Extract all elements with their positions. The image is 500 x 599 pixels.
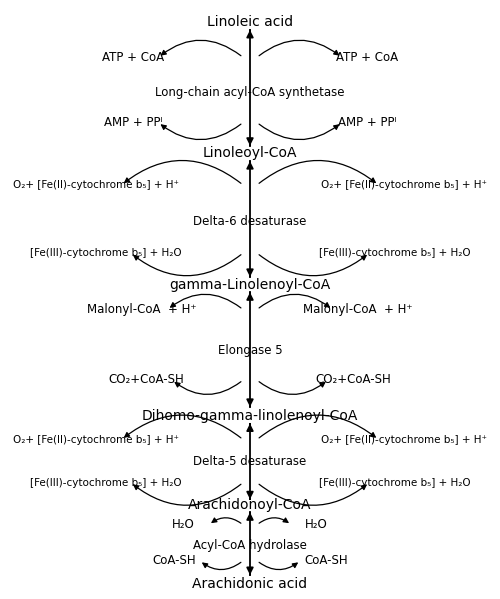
Text: H₂O: H₂O bbox=[305, 518, 328, 531]
Text: Arachidonic acid: Arachidonic acid bbox=[192, 577, 308, 591]
Text: Long-chain acyl-CoA synthetase: Long-chain acyl-CoA synthetase bbox=[156, 86, 345, 98]
Text: ATP + CoA: ATP + CoA bbox=[102, 51, 164, 64]
Text: O₂+ [Fe(II)-cytochrome b₅] + H⁺: O₂+ [Fe(II)-cytochrome b₅] + H⁺ bbox=[13, 180, 179, 190]
Text: Delta-5 desaturase: Delta-5 desaturase bbox=[194, 455, 306, 468]
Text: CO₂+CoA-SH: CO₂+CoA-SH bbox=[316, 374, 391, 386]
Text: O₂+ [Fe(II)-cytochrome b₅] + H⁺: O₂+ [Fe(II)-cytochrome b₅] + H⁺ bbox=[13, 435, 179, 444]
Text: CoA-SH: CoA-SH bbox=[152, 554, 196, 567]
Text: ATP + CoA: ATP + CoA bbox=[336, 51, 398, 64]
Text: Linoleic acid: Linoleic acid bbox=[207, 15, 293, 29]
Text: [Fe(III)-cytochrome b₅] + H₂O: [Fe(III)-cytochrome b₅] + H₂O bbox=[319, 477, 470, 488]
Text: Malonyl-CoA  + H⁺: Malonyl-CoA + H⁺ bbox=[88, 303, 197, 316]
Text: Delta-6 desaturase: Delta-6 desaturase bbox=[194, 216, 306, 228]
Text: Arachidonoyl-CoA: Arachidonoyl-CoA bbox=[188, 498, 312, 512]
Text: [Fe(III)-cytochrome b₅] + H₂O: [Fe(III)-cytochrome b₅] + H₂O bbox=[30, 248, 181, 258]
Text: [Fe(III)-cytochrome b₅] + H₂O: [Fe(III)-cytochrome b₅] + H₂O bbox=[319, 248, 470, 258]
Text: AMP + PPᴵ: AMP + PPᴵ bbox=[104, 116, 162, 129]
Text: [Fe(III)-cytochrome b₅] + H₂O: [Fe(III)-cytochrome b₅] + H₂O bbox=[30, 477, 181, 488]
Text: CoA-SH: CoA-SH bbox=[304, 554, 348, 567]
Text: O₂+ [Fe(II)-cytochrome b₅] + H⁺: O₂+ [Fe(II)-cytochrome b₅] + H⁺ bbox=[321, 180, 487, 190]
Text: Elongase 5: Elongase 5 bbox=[218, 344, 282, 356]
Text: CO₂+CoA-SH: CO₂+CoA-SH bbox=[109, 374, 184, 386]
Text: AMP + PPᴵ: AMP + PPᴵ bbox=[338, 116, 396, 129]
Text: H₂O: H₂O bbox=[172, 518, 195, 531]
Text: Malonyl-CoA  + H⁺: Malonyl-CoA + H⁺ bbox=[303, 303, 412, 316]
Text: gamma-Linolenoyl-CoA: gamma-Linolenoyl-CoA bbox=[170, 277, 330, 292]
Text: Dihomo-gamma-linolenoyl-CoA: Dihomo-gamma-linolenoyl-CoA bbox=[142, 409, 358, 423]
Text: Linoleoyl-CoA: Linoleoyl-CoA bbox=[203, 146, 297, 161]
Text: Acyl-CoA hydrolase: Acyl-CoA hydrolase bbox=[193, 539, 307, 552]
Text: O₂+ [Fe(II)-cytochrome b₅] + H⁺: O₂+ [Fe(II)-cytochrome b₅] + H⁺ bbox=[321, 435, 487, 444]
